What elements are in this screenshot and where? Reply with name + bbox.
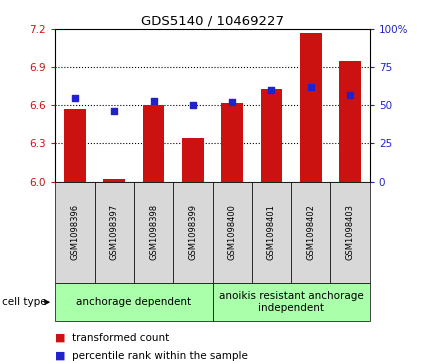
Bar	[212, 283, 370, 321]
Bar	[261, 89, 282, 182]
Text: GSM1098402: GSM1098402	[306, 204, 315, 260]
Point	[190, 102, 196, 108]
Bar	[212, 182, 252, 283]
Text: GSM1098398: GSM1098398	[149, 204, 158, 260]
Bar	[55, 182, 94, 283]
Text: GSM1098399: GSM1098399	[188, 204, 197, 260]
Bar	[331, 182, 370, 283]
Bar	[64, 109, 86, 182]
Point	[111, 109, 118, 114]
Bar	[94, 182, 134, 283]
Point	[307, 84, 314, 90]
Point	[150, 98, 157, 103]
Bar	[252, 182, 291, 283]
Text: GSM1098396: GSM1098396	[71, 204, 79, 260]
Text: anoikis resistant anchorage
independent: anoikis resistant anchorage independent	[219, 291, 363, 313]
Bar	[143, 105, 164, 182]
Text: ■: ■	[55, 333, 66, 343]
Point	[71, 95, 78, 101]
Bar	[182, 138, 204, 182]
Text: cell type: cell type	[2, 297, 47, 307]
Text: GSM1098397: GSM1098397	[110, 204, 119, 260]
Bar	[103, 179, 125, 182]
Bar	[300, 33, 322, 182]
Bar	[221, 103, 243, 182]
Point	[229, 99, 235, 105]
Text: GSM1098403: GSM1098403	[346, 204, 354, 260]
Bar	[134, 182, 173, 283]
Text: GSM1098401: GSM1098401	[267, 204, 276, 260]
Text: percentile rank within the sample: percentile rank within the sample	[72, 351, 248, 361]
Text: transformed count: transformed count	[72, 333, 170, 343]
Bar	[55, 283, 212, 321]
Bar	[173, 182, 212, 283]
Point	[268, 87, 275, 93]
Text: GSM1098400: GSM1098400	[228, 204, 237, 260]
Title: GDS5140 / 10469227: GDS5140 / 10469227	[141, 15, 284, 28]
Bar	[339, 61, 361, 182]
Point	[347, 92, 354, 98]
Bar	[291, 182, 331, 283]
Text: anchorage dependent: anchorage dependent	[76, 297, 191, 307]
Text: ■: ■	[55, 351, 66, 361]
